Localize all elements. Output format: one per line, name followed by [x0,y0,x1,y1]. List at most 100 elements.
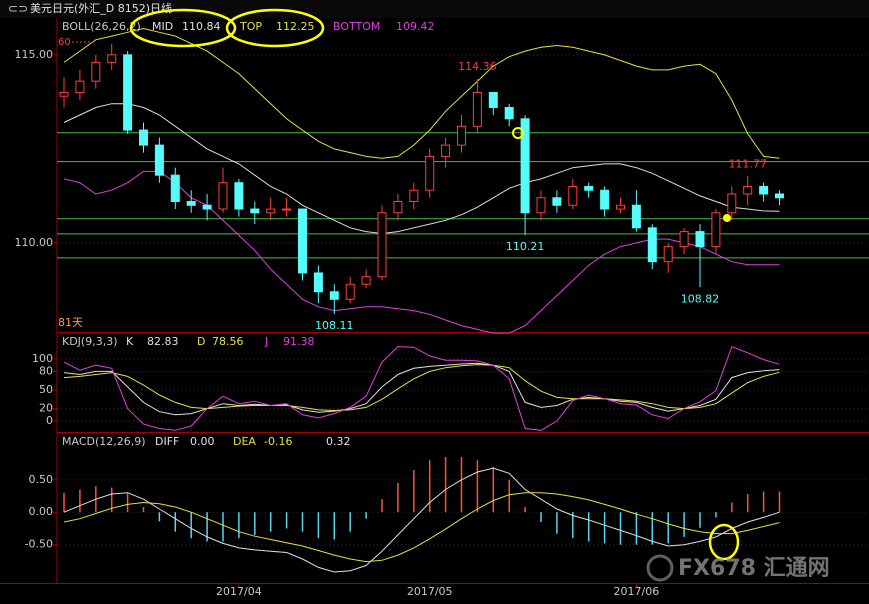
candle-body [584,185,594,191]
legend-name: BOTTOM [333,20,380,33]
candle-body [59,91,69,97]
x-tick-label: 2017/05 [407,585,453,598]
legend-value: 109.42 [396,20,435,33]
candle-body [616,204,625,210]
y-tick-label: 50 [39,383,53,396]
highlight-circle [129,8,237,48]
price-label: 108.82 [681,292,720,305]
candle-body [282,208,292,211]
legend-value: 91.38 [283,335,315,348]
highlight-circle [225,8,325,48]
annotation: 81天 [58,316,83,329]
candle-body [123,54,133,131]
legend-name: DEA [233,435,256,448]
candle-body [488,91,498,108]
candle-body [520,118,530,214]
candle-body [679,231,689,248]
price-label: 108.11 [315,319,354,332]
candle-body [234,182,244,210]
candle-body [202,204,212,210]
indicator-line [63,170,780,334]
legend-value: 0.32 [326,435,351,448]
highlight-dot [512,127,524,139]
candle-body [600,189,610,210]
legend-value: 0.00 [190,435,215,448]
candle-body [759,185,769,195]
candle-body [631,204,641,229]
watermark: FX678 汇通网 [678,556,830,581]
panel-title: BOLL(26,26,2) [62,20,141,33]
legend-name: D [197,335,205,348]
y-tick-label: 0.50 [29,473,54,486]
candle-body [441,144,451,157]
y-tick-label: 0.00 [29,505,54,518]
y-tick-label: 115.00 [15,48,54,61]
y-tick-label: 80 [39,364,53,377]
candle-body [170,174,180,203]
candle-body [107,54,117,63]
candle-body [250,208,260,214]
legend-value: 112.25 [276,20,315,33]
legend-value: 78.56 [212,335,244,348]
indicator-line [63,467,780,573]
legend-name: MID [152,20,173,33]
candle-body [91,61,101,82]
y-tick-label: 100 [32,352,53,365]
candle-body [425,155,435,191]
legend-name: K [126,335,134,348]
candle-body [647,227,657,263]
y-tick-label: -0.50 [25,538,53,551]
candle-body [393,201,403,214]
indicator-line [63,364,780,412]
y-tick-label: 110.00 [15,236,54,249]
indicator-line [63,27,780,159]
indicator-line [63,103,780,235]
indicator-line [63,492,780,563]
candle-body [711,212,721,248]
title-bar-icon: ⊂⊃ [8,2,28,16]
plot: 115.00 110.00 BOLL(26,26,2) MID 110.84 TOP 112… [15,20,869,598]
candle-body [504,106,514,120]
candle-body [743,185,753,195]
x-tick-label: 2017/04 [216,585,262,598]
y-tick-label: 20 [39,402,53,415]
candle-body [472,91,482,127]
legend-value: -0.16 [264,435,292,448]
legend-name: TOP [239,20,262,33]
candle-body [409,189,419,203]
price-label: 114.36 [458,60,497,73]
highlight-dot [723,214,731,222]
candle-body [536,197,546,214]
candle-body [345,283,355,300]
candle-body [266,208,276,214]
indicator-line [63,345,780,431]
candle-body [218,182,228,210]
candle-body [298,208,307,274]
candle-body [775,193,784,199]
price-label: 110.21 [506,240,545,253]
candle-body [154,144,164,176]
candle-body [568,185,578,206]
candle-body [663,246,673,263]
candle-body [727,193,737,214]
indicator-line [63,362,780,416]
candle-body [139,129,148,146]
legend-value: 110.84 [182,20,221,33]
candle-body [457,125,466,146]
candle-body [361,276,371,285]
candle-body [377,212,387,278]
price-label: 111.77 [728,157,767,170]
window-title: 美元日元(外汇_D 8152)日线 [30,1,172,15]
x-tick-label: 2017/06 [614,585,660,598]
candle-body [313,272,323,293]
candle-body [552,197,562,206]
legend-name: DIFF [155,435,179,448]
candle-body [329,291,339,300]
candle-body [695,231,705,248]
watermark-logo [646,554,674,582]
legend-value: 82.83 [147,335,179,348]
panel-title: KDJ(9,3,3) [62,335,118,348]
legend-name: J [264,335,268,348]
